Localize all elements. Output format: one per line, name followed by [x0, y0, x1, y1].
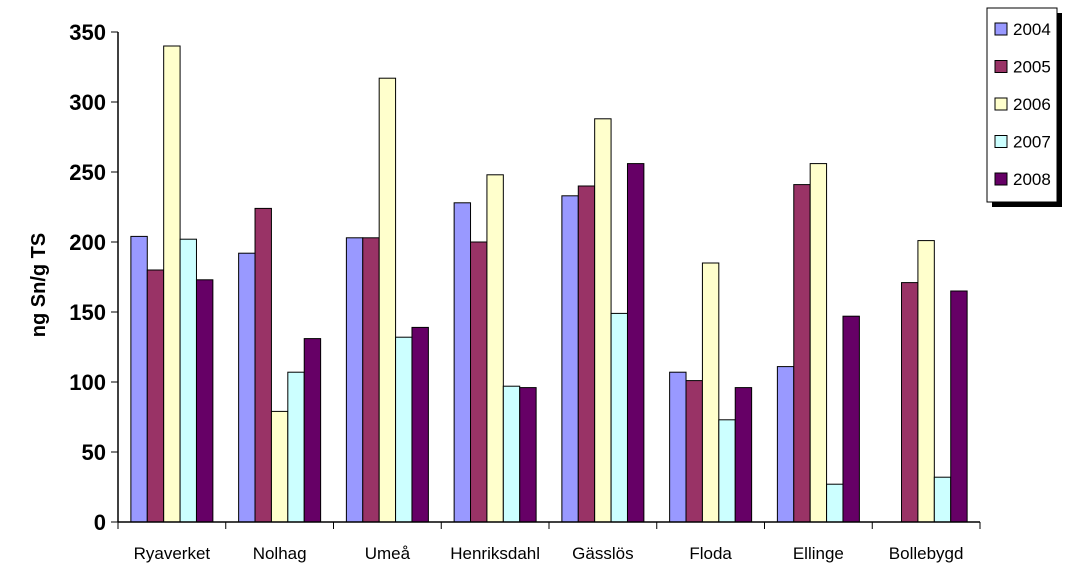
y-tick-label: 250 [69, 160, 106, 185]
y-tick-label: 200 [69, 230, 106, 255]
legend-label-2007: 2007 [1013, 133, 1051, 152]
y-tick-label: 50 [82, 440, 106, 465]
legend-label-2006: 2006 [1013, 95, 1051, 114]
x-ticks-group: Ryaverket Nolhag Umeå Henriksdahl Gässlös Flo… [134, 544, 964, 563]
axes-group [117, 32, 981, 529]
bar-2006-3 [486, 174, 504, 523]
x-tick-label: Henriksdahl [450, 544, 540, 563]
x-tick-label: Ryaverket [134, 544, 211, 563]
bar-2006-7 [917, 240, 935, 523]
x-tick-label: Umeå [365, 544, 411, 563]
x-tick-label: Floda [689, 544, 732, 563]
bar-2005-4 [577, 185, 596, 523]
bar-2004-3 [453, 202, 472, 523]
bar-2008-1 [303, 338, 322, 523]
legend-swatch-2004 [994, 22, 1008, 36]
legend: 2004 2005 2006 2007 2008 [986, 7, 1062, 207]
bar-2008-3 [519, 387, 537, 523]
y-tick-label: 350 [69, 20, 106, 45]
bar-2007-0 [179, 238, 197, 523]
bar-2004-6 [776, 366, 795, 523]
legend-label-2005: 2005 [1013, 58, 1051, 77]
bar-2005-7 [901, 282, 919, 523]
y-ticks-group: 0 50 100 150 200 250 300 350 [69, 20, 118, 535]
bar-2006-1 [270, 410, 289, 523]
legend-label-2004: 2004 [1013, 20, 1051, 39]
bar-2005-6 [793, 184, 811, 523]
bar-2005-5 [685, 380, 703, 523]
bar-2008-7 [950, 290, 968, 523]
bar-2005-0 [146, 269, 165, 523]
legend-swatch-2006 [994, 97, 1008, 111]
bar-2004-2 [345, 237, 364, 523]
bar-2008-0 [195, 279, 214, 523]
bar-2006-4 [594, 118, 612, 523]
bar-2007-6 [826, 483, 844, 523]
bar-2004-1 [238, 252, 256, 523]
y-tick-label: 100 [69, 370, 106, 395]
bar-2007-1 [287, 371, 305, 523]
y-tick-label: 300 [69, 90, 106, 115]
bar-2006-0 [163, 45, 181, 523]
bar-2008-2 [411, 326, 429, 523]
bar-2007-7 [933, 476, 952, 523]
bar-2007-5 [718, 419, 736, 523]
bar-2004-0 [130, 235, 148, 523]
bar-2004-4 [561, 195, 579, 523]
bar-2005-2 [362, 237, 380, 523]
y-axis-label: ng Sn/g TS [28, 233, 50, 337]
legend-swatch-2005 [994, 60, 1008, 73]
bars-group [130, 45, 968, 523]
bar-2006-2 [378, 77, 397, 523]
bar-2007-4 [610, 312, 628, 523]
bar-2006-5 [701, 262, 720, 523]
x-tick-label: Nolhag [253, 544, 307, 563]
y-tick-label: 150 [69, 300, 106, 325]
bar-2007-3 [502, 385, 521, 523]
y-tick-label: 0 [94, 510, 106, 535]
x-tick-label: Bollebygd [889, 544, 964, 563]
bar-2008-5 [734, 387, 753, 523]
bar-2008-6 [842, 315, 860, 523]
legend-label-2008: 2008 [1013, 170, 1051, 189]
bar-2006-6 [809, 163, 828, 523]
legend-swatch-2008 [994, 172, 1008, 186]
bar-2007-2 [395, 336, 413, 523]
legend-swatch-2007 [994, 135, 1008, 148]
x-tick-label: Gässlös [572, 544, 633, 563]
bar-2005-1 [254, 207, 272, 523]
bar-2005-3 [470, 241, 488, 523]
bar-2004-5 [669, 371, 687, 523]
bar-2008-4 [626, 163, 645, 523]
x-tick-label: Ellinge [793, 544, 844, 563]
